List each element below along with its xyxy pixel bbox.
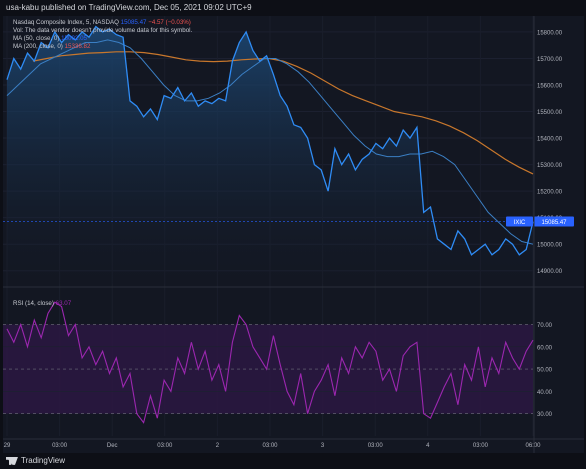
x-tick-label-3: 03:00 bbox=[157, 443, 173, 449]
published-banner: usa-kabu published on TradingView.com, D… bbox=[0, 0, 586, 16]
rsi-tick-label-2: 50.00 bbox=[537, 368, 553, 374]
tradingview-brand-text: TradingView bbox=[21, 456, 66, 465]
price-tick-label-3: 15200.00 bbox=[537, 190, 563, 196]
rsi-tick-label-0: 30.00 bbox=[537, 412, 553, 418]
legend-ma200: MA (200, close, 0) 15336.82 bbox=[13, 43, 90, 50]
price-tick-label-1: 15000.00 bbox=[537, 243, 563, 249]
price-area-fill bbox=[7, 26, 533, 284]
x-tick-label-4: 2 bbox=[216, 443, 220, 449]
chart-svg[interactable]: 14900.0015000.0015100.0015200.0015300.00… bbox=[3, 16, 584, 453]
legend-ma200-label: MA (200, close, 0) bbox=[13, 43, 63, 50]
rsi-tick-label-4: 70.00 bbox=[537, 323, 553, 329]
legend-symbol: Nasdaq Composite Index, 5, NASDAQ 15085.… bbox=[13, 19, 191, 26]
price-tick-label-7: 15600.00 bbox=[537, 83, 563, 89]
tradingview-logo-icon bbox=[6, 456, 18, 465]
tradingview-logo: TradingView bbox=[6, 456, 65, 465]
x-tick-label-0: 29 bbox=[4, 443, 11, 449]
legend-volume-text: Vol: The data vendor doesn't provide vol… bbox=[13, 27, 193, 34]
legend-symbol-value: 15085.47 bbox=[120, 19, 147, 26]
rsi-line bbox=[6, 301, 534, 424]
legend-symbol-name: Nasdaq Composite Index, 5, NASDAQ bbox=[13, 19, 119, 26]
published-text: usa-kabu published on TradingView.com, D… bbox=[6, 3, 252, 12]
last-price-symbol-tag bbox=[506, 216, 533, 227]
legend-volume: Vol: The data vendor doesn't provide vol… bbox=[13, 27, 192, 34]
x-tick-label-9: 03:00 bbox=[473, 443, 489, 449]
legend-ma50-value: 15002.05 bbox=[61, 35, 87, 42]
last-price-symbol-text: IXIC bbox=[514, 220, 526, 226]
legend-symbol-change: −4.57 (−0.03%) bbox=[148, 19, 191, 26]
x-tick-label-8: 4 bbox=[426, 443, 430, 449]
x-tick-label-5: 03:00 bbox=[262, 443, 278, 449]
price-line bbox=[6, 25, 534, 256]
price-tick-label-9: 15800.00 bbox=[537, 30, 563, 36]
legend-ma200-value: 15336.82 bbox=[64, 43, 91, 50]
x-tick-label-7: 03:00 bbox=[368, 443, 384, 449]
legend-rsi-value: 63.07 bbox=[55, 300, 72, 307]
rsi-tick-label-3: 60.00 bbox=[537, 345, 553, 351]
x-tick-label-1: 03:00 bbox=[52, 443, 68, 449]
price-tick-label-8: 15700.00 bbox=[537, 57, 563, 63]
last-price-tag bbox=[534, 216, 574, 227]
rsi-tick-label-1: 40.00 bbox=[537, 390, 553, 396]
price-tick-label-6: 15500.00 bbox=[537, 110, 563, 116]
x-tick-label-6: 3 bbox=[321, 443, 325, 449]
footer bbox=[0, 453, 586, 469]
last-price-text: 15085.47 bbox=[541, 220, 567, 226]
price-tick-label-4: 15300.00 bbox=[537, 163, 563, 169]
ma50-line bbox=[6, 39, 534, 245]
legend-rsi-label: RSI (14, close) bbox=[13, 300, 54, 307]
legend-rsi: RSI (14, close) 63.07 bbox=[13, 300, 71, 307]
price-tick-label-0: 14900.00 bbox=[537, 269, 563, 275]
legend-ma50-label: MA (50, close, 0) bbox=[13, 35, 60, 42]
chart-area[interactable]: 14900.0015000.0015100.0015200.0015300.00… bbox=[3, 16, 584, 453]
price-tick-label-5: 15400.00 bbox=[537, 137, 563, 143]
ma200-line bbox=[32, 51, 534, 175]
legend-ma50: MA (50, close, 0) 15002.05 bbox=[13, 35, 87, 42]
x-tick-label-2: Dec bbox=[107, 443, 118, 449]
x-tick-label-10: 06:00 bbox=[525, 443, 541, 449]
